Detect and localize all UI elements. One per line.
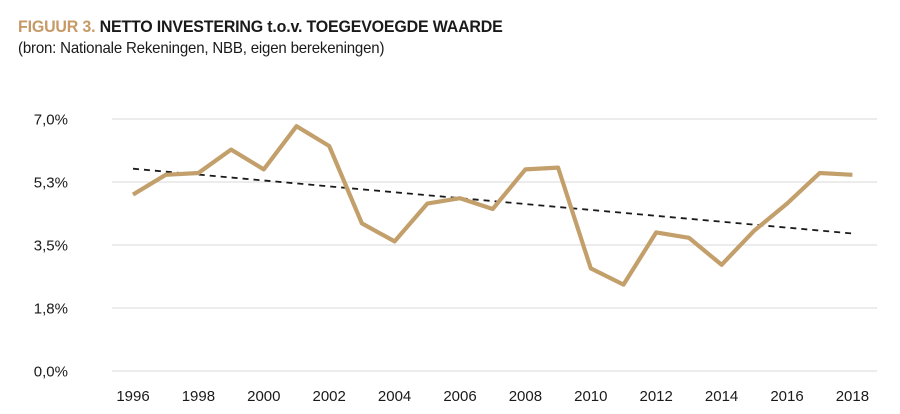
x-tick-label: 2002 bbox=[313, 388, 346, 405]
x-tick-label: 2008 bbox=[509, 388, 542, 405]
y-tick-label: 7,0% bbox=[34, 112, 68, 129]
y-tick-label: 1,8% bbox=[34, 301, 68, 318]
figure-source: (bron: Nationale Rekeningen, NBB, eigen … bbox=[18, 40, 385, 57]
x-tick-label: 1996 bbox=[116, 388, 149, 405]
figure-heading: FIGUUR 3. NETTO INVESTERING t.o.v. TOEGE… bbox=[18, 16, 503, 38]
x-tick-label: 2000 bbox=[247, 388, 280, 405]
figure-label: FIGUUR 3. bbox=[18, 17, 96, 36]
trend-line bbox=[132, 167, 853, 235]
y-tick-label: 0,0% bbox=[34, 364, 68, 381]
figure-title-block: FIGUUR 3. NETTO INVESTERING t.o.v. TOEGE… bbox=[18, 16, 503, 60]
x-tick-label: 2018 bbox=[836, 388, 869, 405]
x-tick-label: 2012 bbox=[640, 388, 673, 405]
data-line bbox=[131, 124, 853, 287]
x-tick-label: 1998 bbox=[182, 388, 215, 405]
figure-title: NETTO INVESTERING t.o.v. TOEGEVOEGDE WAA… bbox=[99, 17, 503, 36]
x-tick-label: 2004 bbox=[378, 388, 411, 405]
y-tick-label: 5,3% bbox=[34, 175, 68, 192]
y-tick-label: 3,5% bbox=[34, 238, 68, 255]
x-tick-label: 2010 bbox=[574, 388, 607, 405]
x-tick-label: 2016 bbox=[770, 388, 803, 405]
x-tick-label: 2006 bbox=[443, 388, 476, 405]
x-tick-label: 2014 bbox=[705, 388, 738, 405]
